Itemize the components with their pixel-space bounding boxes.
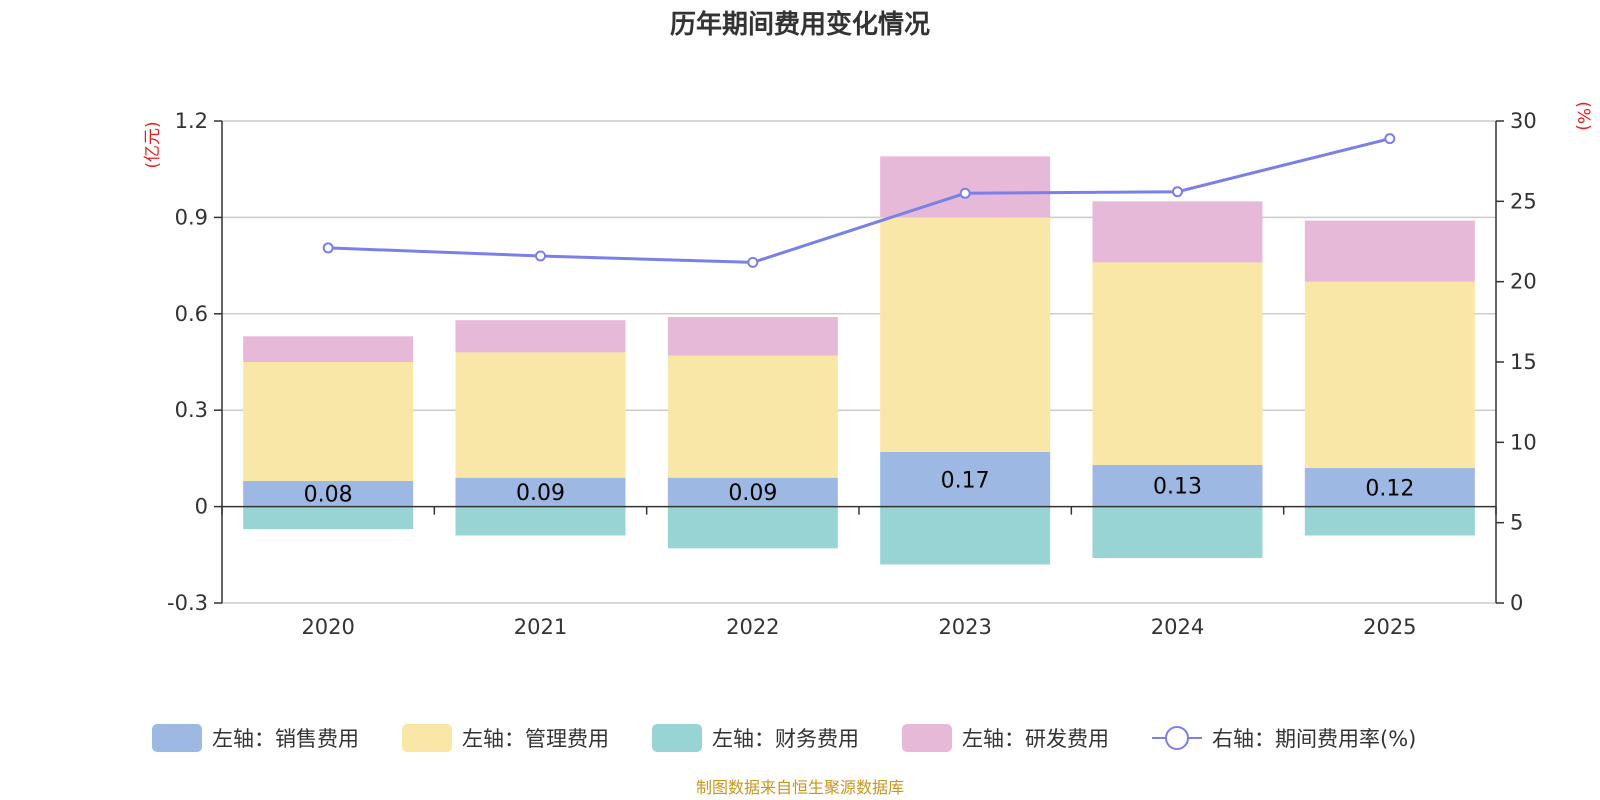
right-tick-label: 0 (1510, 591, 1523, 615)
grid-lines (222, 120, 1496, 604)
bar-segment (1304, 506, 1475, 536)
category-label: 2020 (301, 615, 354, 639)
legend-marker (1165, 726, 1189, 750)
chart-title: 历年期间费用变化情况 (670, 9, 930, 40)
left-tick-label: 0.6 (175, 302, 208, 326)
line-series (322, 133, 1396, 268)
category-label: 2021 (514, 615, 567, 639)
legend-swatch (902, 724, 952, 752)
rate-point (1172, 186, 1183, 198)
bar-data-label: 0.09 (516, 481, 565, 506)
bar-segment (880, 506, 1051, 565)
rate-point (322, 242, 334, 254)
legend-swatch (152, 724, 202, 752)
right-axis-unit: (%) (1573, 101, 1593, 130)
left-axis-unit: (亿元) (143, 121, 163, 168)
bar-segment (1092, 464, 1263, 507)
bar-data-labels: 0.08 0.09 0.09 0.17 0.13 0.12 (304, 468, 1415, 507)
right-tick-label: 20 (1510, 270, 1537, 294)
bar-data-label: 0.09 (728, 481, 777, 506)
left-tick-label: -0.3 (167, 591, 208, 615)
bar-segment (1304, 220, 1475, 282)
rate-point (535, 250, 546, 262)
left-tick-label: 0 (195, 495, 208, 519)
legend-label: 右轴：期间费用率(%) (1212, 727, 1416, 751)
rate-point (1384, 133, 1396, 145)
bar-segment (667, 477, 838, 507)
bar-segment (1304, 468, 1475, 507)
bar-segment (667, 355, 838, 478)
bar-segment (880, 156, 1051, 218)
legend: 左轴：销售费用 左轴：管理费用 左轴：财务费用 左轴：研发费用 右轴：期间费用率(%) (152, 724, 1416, 752)
bar-segment (880, 451, 1051, 507)
bar-segment (243, 480, 414, 507)
left-tick-label: 0.3 (175, 398, 208, 422)
bar-data-label: 0.08 (304, 483, 353, 508)
category-label: 2024 (1151, 615, 1204, 639)
legend-swatch (652, 724, 702, 752)
bar-segment (667, 506, 838, 549)
bar-segment (1092, 506, 1263, 559)
right-tick-label: 15 (1510, 350, 1537, 374)
rate-point (747, 256, 759, 268)
bar-segment (455, 320, 626, 353)
legend-label: 左轴：研发费用 (962, 727, 1109, 751)
data-source-note: 制图数据来自恒生聚源数据库 (696, 778, 904, 797)
right-tick-label: 5 (1510, 511, 1523, 535)
left-tick-label: 0.9 (175, 205, 208, 229)
bar-segment (455, 506, 626, 536)
left-tick-label: 1.2 (175, 109, 208, 133)
right-tick-label: 25 (1510, 189, 1537, 213)
legend-label: 左轴：财务费用 (712, 727, 859, 751)
bar-series (243, 156, 1475, 565)
legend-label: 左轴：管理费用 (462, 727, 609, 751)
bar-segment (880, 217, 1051, 452)
bar-data-label: 0.17 (941, 468, 990, 493)
bar-data-label: 0.13 (1153, 475, 1202, 500)
bar-segment (243, 506, 414, 530)
bar-segment (455, 352, 626, 478)
category-label: 2025 (1363, 615, 1416, 639)
bar-data-label: 0.12 (1365, 476, 1414, 501)
bar-segment (1092, 201, 1263, 263)
bar-segment (1304, 281, 1475, 469)
bar-segment (1092, 262, 1263, 465)
bar-segment (667, 317, 838, 356)
category-label: 2022 (726, 615, 779, 639)
bar-segment (243, 336, 414, 362)
legend-label: 左轴：销售费用 (212, 727, 359, 751)
right-tick-label: 30 (1510, 109, 1537, 133)
rate-point (959, 187, 971, 199)
category-label: 2023 (938, 615, 991, 639)
rate-line (328, 137, 1391, 264)
bar-segment (455, 477, 626, 507)
right-tick-label: 10 (1510, 430, 1537, 454)
legend-swatch (402, 724, 452, 752)
bar-segment (243, 362, 414, 481)
